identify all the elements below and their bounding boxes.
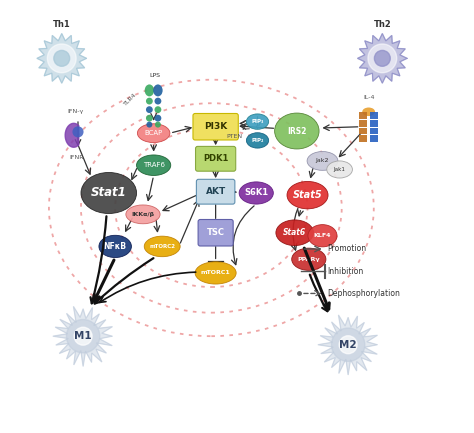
- Text: Th1: Th1: [53, 20, 71, 29]
- Text: PPARγ: PPARγ: [298, 257, 320, 262]
- Ellipse shape: [246, 114, 269, 129]
- Ellipse shape: [146, 115, 153, 122]
- Ellipse shape: [287, 181, 328, 209]
- Text: PTEN: PTEN: [227, 135, 243, 139]
- Bar: [359, 112, 367, 119]
- Ellipse shape: [146, 106, 153, 113]
- Polygon shape: [53, 307, 112, 366]
- Polygon shape: [65, 123, 79, 147]
- Bar: [370, 128, 378, 134]
- Text: PDK1: PDK1: [203, 154, 228, 163]
- Ellipse shape: [276, 220, 313, 246]
- Circle shape: [73, 126, 83, 137]
- Circle shape: [54, 50, 70, 66]
- Text: Stat6: Stat6: [283, 228, 306, 237]
- Circle shape: [368, 44, 397, 73]
- Text: TLR4: TLR4: [123, 92, 137, 106]
- Text: PIP₂: PIP₂: [251, 138, 264, 143]
- Text: mTORC2: mTORC2: [149, 244, 175, 249]
- Ellipse shape: [145, 84, 154, 97]
- Text: NFκB: NFκB: [104, 242, 127, 251]
- Ellipse shape: [327, 161, 352, 178]
- Ellipse shape: [362, 107, 375, 116]
- Ellipse shape: [146, 98, 153, 104]
- Polygon shape: [318, 315, 377, 375]
- Ellipse shape: [99, 235, 131, 258]
- Bar: [370, 120, 378, 127]
- Text: IL-4: IL-4: [364, 95, 375, 100]
- Text: TRAF6: TRAF6: [143, 162, 164, 168]
- Text: TSC: TSC: [207, 228, 225, 237]
- Text: mTORC1: mTORC1: [201, 271, 230, 275]
- Circle shape: [374, 50, 390, 66]
- Circle shape: [66, 320, 100, 353]
- Ellipse shape: [146, 122, 152, 128]
- Text: Inhibition: Inhibition: [327, 267, 363, 276]
- Ellipse shape: [155, 115, 161, 122]
- Text: PI3K: PI3K: [204, 122, 227, 131]
- Text: Jak2: Jak2: [316, 158, 329, 163]
- Text: IFNR: IFNR: [70, 155, 84, 159]
- Text: PIP₃: PIP₃: [251, 119, 264, 124]
- Ellipse shape: [195, 262, 236, 284]
- Ellipse shape: [153, 84, 163, 97]
- Ellipse shape: [307, 152, 338, 170]
- Ellipse shape: [292, 248, 326, 270]
- Ellipse shape: [126, 205, 160, 224]
- Text: Stat1: Stat1: [91, 187, 127, 200]
- Text: IRS2: IRS2: [287, 126, 307, 136]
- Text: M2: M2: [339, 340, 357, 350]
- Ellipse shape: [144, 236, 180, 257]
- Ellipse shape: [137, 124, 170, 142]
- Ellipse shape: [81, 172, 137, 213]
- Text: Stat5: Stat5: [293, 190, 322, 200]
- Text: Th2: Th2: [374, 20, 391, 29]
- Text: Dephosphorylation: Dephosphorylation: [327, 289, 400, 298]
- Bar: [370, 135, 378, 142]
- Bar: [359, 120, 367, 127]
- Text: S6K1: S6K1: [244, 188, 268, 197]
- Circle shape: [339, 336, 357, 354]
- FancyBboxPatch shape: [196, 179, 235, 204]
- Bar: [359, 128, 367, 134]
- Ellipse shape: [155, 98, 161, 104]
- Ellipse shape: [137, 155, 171, 175]
- Circle shape: [74, 327, 92, 345]
- Circle shape: [331, 328, 365, 362]
- Ellipse shape: [274, 113, 319, 149]
- Text: BCAP: BCAP: [145, 130, 163, 136]
- Ellipse shape: [155, 106, 161, 113]
- Bar: [370, 112, 378, 119]
- Text: AKT: AKT: [206, 187, 226, 196]
- Ellipse shape: [246, 133, 269, 148]
- Ellipse shape: [308, 225, 337, 247]
- FancyBboxPatch shape: [198, 220, 233, 246]
- Text: Jak1: Jak1: [334, 167, 346, 172]
- FancyBboxPatch shape: [196, 146, 236, 171]
- Ellipse shape: [155, 122, 161, 128]
- Text: Promotion: Promotion: [327, 245, 366, 253]
- Text: KLF4: KLF4: [314, 233, 331, 238]
- Text: LPS: LPS: [149, 74, 160, 78]
- Ellipse shape: [239, 182, 273, 204]
- Circle shape: [47, 44, 76, 73]
- FancyBboxPatch shape: [193, 113, 238, 140]
- Text: IKKα/β: IKKα/β: [131, 212, 155, 217]
- Text: M1: M1: [74, 331, 92, 341]
- Text: IFN-γ: IFN-γ: [67, 109, 83, 114]
- Bar: [359, 135, 367, 142]
- Polygon shape: [37, 33, 87, 83]
- Polygon shape: [357, 33, 407, 83]
